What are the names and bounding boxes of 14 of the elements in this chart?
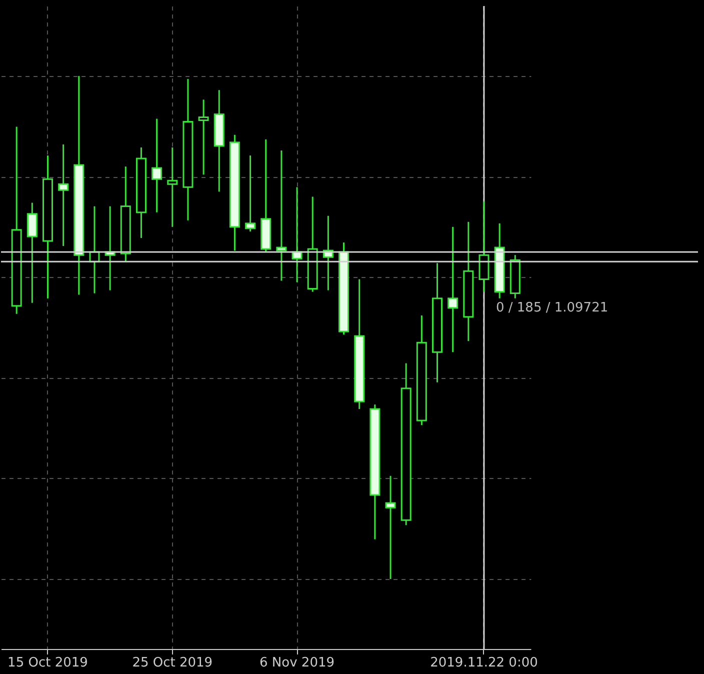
x-tick-label: 15 Oct 2019: [8, 656, 88, 670]
candlestick: [167, 146, 178, 228]
candlestick: [385, 475, 396, 580]
x-tick-label: 25 Oct 2019: [132, 656, 213, 670]
candlestick: [245, 154, 256, 232]
candlestick: [448, 226, 458, 353]
x-tick-label: 2019.11.22 0:00: [430, 656, 538, 670]
candlestick: [276, 150, 287, 282]
annotation: 0 / 185 / 1.09721: [496, 300, 608, 316]
candlestick: [152, 118, 162, 214]
candlestick: [198, 98, 209, 176]
candlestick: [58, 144, 69, 247]
x-tick-label: 6 Nov 2019: [260, 656, 335, 670]
candlestick: [26, 202, 38, 304]
